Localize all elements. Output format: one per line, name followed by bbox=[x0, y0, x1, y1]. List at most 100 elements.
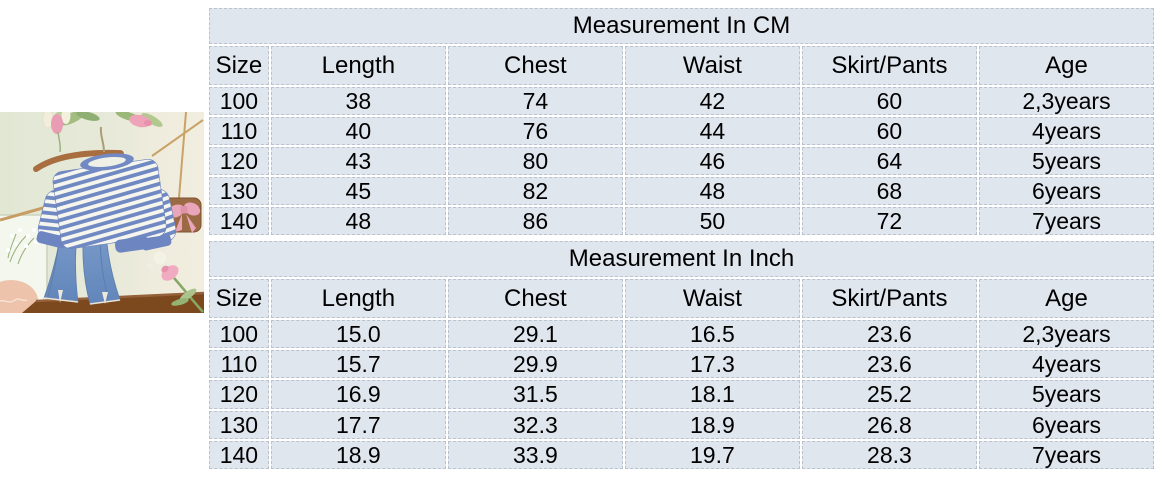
table-cell: 140 bbox=[209, 207, 269, 235]
measurement-table-inch: Measurement In Inch Size Length Chest Wa… bbox=[207, 239, 1156, 471]
table-cell: 100 bbox=[209, 320, 269, 349]
table-cell: 29.1 bbox=[447, 320, 623, 349]
table-cell: 76 bbox=[447, 117, 623, 145]
col-header-size: Size bbox=[209, 279, 269, 318]
table-cell: 18.1 bbox=[624, 380, 800, 409]
col-header-waist: Waist bbox=[624, 46, 800, 85]
peach-oval-sign bbox=[0, 280, 38, 313]
table-row: 120 43 80 46 64 5years bbox=[209, 147, 1154, 175]
table-cell: 15.7 bbox=[270, 350, 446, 379]
table-cell: 68 bbox=[801, 177, 977, 205]
table-cell: 64 bbox=[801, 147, 977, 175]
product-photo bbox=[0, 112, 204, 313]
table-cell: 5years bbox=[978, 380, 1154, 409]
table-cell: 48 bbox=[624, 177, 800, 205]
wooden-rod bbox=[0, 204, 51, 222]
table-cell: 18.9 bbox=[270, 440, 446, 469]
table-cell: 120 bbox=[209, 380, 269, 409]
table-cell: 140 bbox=[209, 440, 269, 469]
table-row: 130 17.7 32.3 18.9 26.8 6years bbox=[209, 410, 1154, 439]
table-row: 100 38 74 42 60 2,3years bbox=[209, 87, 1154, 115]
table-cell: 25.2 bbox=[801, 380, 977, 409]
table-row: 140 18.9 33.9 19.7 28.3 7years bbox=[209, 440, 1154, 469]
table-cell: 74 bbox=[447, 87, 623, 115]
table-cell: 44 bbox=[624, 117, 800, 145]
top-flowers bbox=[42, 112, 163, 153]
table-cell: 6years bbox=[978, 410, 1154, 439]
cm-header-row: Size Length Chest Waist Skirt/Pants Age bbox=[209, 46, 1154, 85]
table-cell: 80 bbox=[447, 147, 623, 175]
table-cell: 29.9 bbox=[447, 350, 623, 379]
table-cell: 19.7 bbox=[624, 440, 800, 469]
table-cell: 82 bbox=[447, 177, 623, 205]
table-cell: 31.5 bbox=[447, 380, 623, 409]
table-cell: 16.5 bbox=[624, 320, 800, 349]
table-cell: 38 bbox=[270, 87, 446, 115]
table-cell: 40 bbox=[270, 117, 446, 145]
table-cell: 6years bbox=[978, 177, 1154, 205]
table-cell: 15.0 bbox=[270, 320, 446, 349]
table-cell: 32.3 bbox=[447, 410, 623, 439]
table-cell: 26.8 bbox=[801, 410, 977, 439]
striped-top bbox=[36, 153, 177, 253]
table-cell: 120 bbox=[209, 147, 269, 175]
table-row: 110 15.7 29.9 17.3 23.6 4years bbox=[209, 350, 1154, 379]
table-cell: 33.9 bbox=[447, 440, 623, 469]
cm-table-title: Measurement In CM bbox=[209, 8, 1154, 44]
table-cell: 110 bbox=[209, 350, 269, 379]
table-cell: 18.9 bbox=[624, 410, 800, 439]
table-cell: 50 bbox=[624, 207, 800, 235]
table-row: 110 40 76 44 60 4years bbox=[209, 117, 1154, 145]
table-cell: 4years bbox=[978, 117, 1154, 145]
inch-header-row: Size Length Chest Waist Skirt/Pants Age bbox=[209, 279, 1154, 318]
product-photo-art bbox=[0, 112, 204, 313]
table-row: 100 15.0 29.1 16.5 23.6 2,3years bbox=[209, 320, 1154, 349]
table-cell: 46 bbox=[624, 147, 800, 175]
pink-bow bbox=[167, 202, 201, 233]
table-row: 140 48 86 50 72 7years bbox=[209, 207, 1154, 235]
inch-table-body: 100 15.0 29.1 16.5 23.6 2,3years 110 15.7 29.9 17… bbox=[209, 320, 1154, 469]
cm-title-row: Measurement In CM bbox=[209, 8, 1154, 44]
table-cell: 17.7 bbox=[270, 410, 446, 439]
col-header-size: Size bbox=[209, 46, 269, 85]
table-cell: 5years bbox=[978, 147, 1154, 175]
table-cell: 48 bbox=[270, 207, 446, 235]
table-cell: 7years bbox=[978, 440, 1154, 469]
table-cell: 28.3 bbox=[801, 440, 977, 469]
table-cell: 45 bbox=[270, 177, 446, 205]
table-cell: 60 bbox=[801, 117, 977, 145]
table-cell: 7years bbox=[978, 207, 1154, 235]
col-header-chest: Chest bbox=[447, 279, 623, 318]
table-row: 120 16.9 31.5 18.1 25.2 5years bbox=[209, 380, 1154, 409]
col-header-age: Age bbox=[978, 279, 1154, 318]
measurement-table-cm: Measurement In CM Size Length Chest Wais… bbox=[207, 6, 1156, 237]
table-cell: 130 bbox=[209, 410, 269, 439]
cm-table-body: 100 38 74 42 60 2,3years 110 40 76 44 60 4years 120 4… bbox=[209, 87, 1154, 235]
table-cell: 4years bbox=[978, 350, 1154, 379]
col-header-length: Length bbox=[270, 279, 446, 318]
table-cell: 42 bbox=[624, 87, 800, 115]
table-cell: 23.6 bbox=[801, 350, 977, 379]
table-row: 130 45 82 48 68 6years bbox=[209, 177, 1154, 205]
stick-frame bbox=[151, 112, 204, 199]
inch-table-title: Measurement In Inch bbox=[209, 241, 1154, 277]
col-header-skirt-pants: Skirt/Pants bbox=[801, 279, 977, 318]
table-cell: 100 bbox=[209, 87, 269, 115]
col-header-waist: Waist bbox=[624, 279, 800, 318]
col-header-chest: Chest bbox=[447, 46, 623, 85]
table-cell: 43 bbox=[270, 147, 446, 175]
table-cell: 2,3years bbox=[978, 87, 1154, 115]
table-cell: 17.3 bbox=[624, 350, 800, 379]
table-cell: 86 bbox=[447, 207, 623, 235]
table-cell: 130 bbox=[209, 177, 269, 205]
tulip-bottom-right bbox=[147, 251, 204, 313]
table-cell: 60 bbox=[801, 87, 977, 115]
col-header-length: Length bbox=[270, 46, 446, 85]
inch-title-row: Measurement In Inch bbox=[209, 241, 1154, 277]
table-cell: 72 bbox=[801, 207, 977, 235]
col-header-age: Age bbox=[978, 46, 1154, 85]
table-cell: 16.9 bbox=[270, 380, 446, 409]
table-cell: 2,3years bbox=[978, 320, 1154, 349]
col-header-skirt-pants: Skirt/Pants bbox=[801, 46, 977, 85]
